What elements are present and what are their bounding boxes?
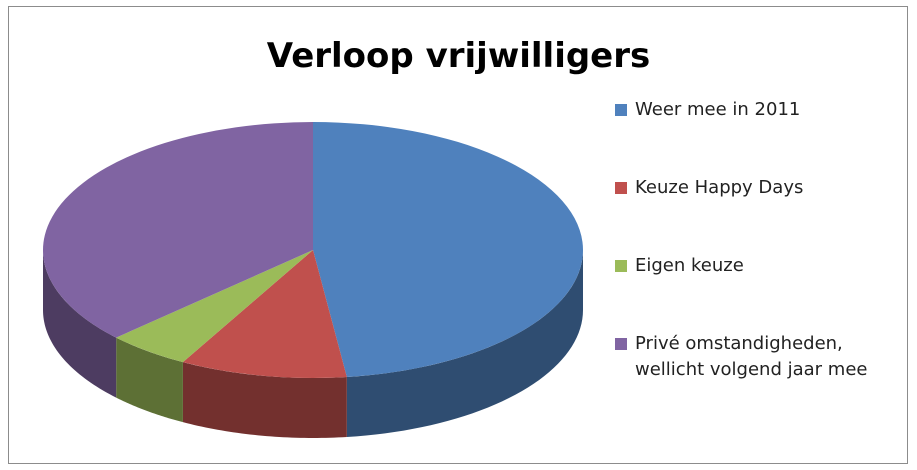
legend-label: Privé omstandigheden, wellicht volgend j…: [635, 333, 868, 380]
legend-swatch: [615, 182, 627, 194]
legend-swatch: [615, 260, 627, 272]
pie-slice: [116, 250, 314, 363]
legend-item: Privé omstandigheden, wellicht volgend j…: [615, 331, 910, 383]
legend-item: Keuze Happy Days: [615, 175, 910, 201]
pie-side: [116, 337, 183, 423]
pie-slice: [313, 122, 584, 377]
legend-swatch: [615, 104, 627, 116]
chart-title: Verloop vrijwilligers: [266, 36, 651, 76]
legend-label: Keuze Happy Days: [635, 177, 804, 198]
legend-swatch: [615, 338, 627, 350]
pie-side: [43, 250, 117, 398]
chart-frame: [8, 6, 908, 464]
pie-slice: [42, 122, 313, 338]
legend-item: Eigen keuze: [615, 253, 910, 279]
legend-label: Weer mee in 2011: [635, 99, 801, 120]
legend-label: Eigen keuze: [635, 255, 744, 276]
pie-slice: [182, 250, 347, 378]
pie-side: [182, 362, 347, 438]
legend-item: Weer mee in 2011: [615, 97, 910, 123]
pie-side: [346, 250, 583, 437]
